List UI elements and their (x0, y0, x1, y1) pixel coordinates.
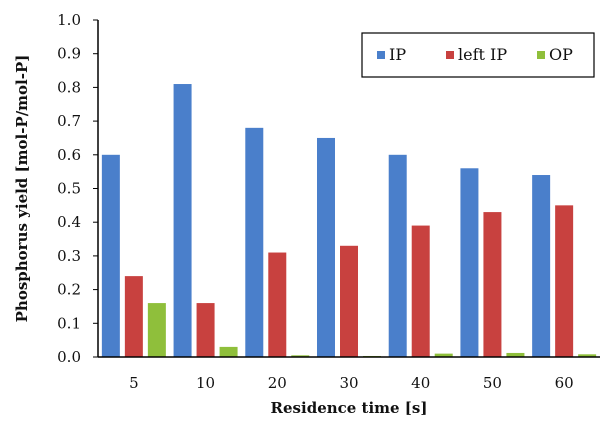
bar-left-ip-10 (196, 303, 215, 357)
legend-swatch (446, 51, 454, 59)
bar-ip-20 (245, 127, 264, 357)
y-tick-label: 0.5 (57, 180, 81, 198)
bar-op-60 (578, 354, 597, 357)
bar-op-20 (291, 355, 310, 357)
bar-ip-60 (532, 175, 551, 357)
bar-left-ip-40 (411, 225, 430, 357)
bar-left-ip-50 (483, 212, 502, 357)
y-tick-label: 0.1 (57, 314, 81, 332)
y-tick-label: 0.9 (57, 45, 81, 63)
bar-ip-40 (388, 154, 407, 357)
legend-swatch (537, 51, 545, 59)
bar-ip-5 (101, 154, 120, 357)
y-axis-ticks: 0.0 0.1 0.2 0.3 0.4 0.5 0.6 0.7 0.8 0.9 1.0 (57, 11, 98, 366)
bar-ip-30 (317, 137, 335, 357)
y-tick-label: 1.0 (57, 11, 81, 29)
x-tick-label: 5 (129, 374, 139, 392)
legend-label: OP (549, 45, 573, 64)
x-tick-label: 20 (268, 374, 287, 392)
bar-ip-50 (460, 168, 479, 357)
legend-box (361, 32, 595, 78)
y-tick-label: 0.2 (57, 281, 81, 299)
bar-op-5 (147, 303, 166, 357)
x-tick-label: 60 (555, 374, 574, 392)
x-tick-label: 30 (339, 374, 358, 392)
y-tick-label: 0.8 (57, 78, 81, 96)
legend-label: IP (389, 45, 406, 64)
x-axis-ticks: 5 10 20 30 40 50 60 (129, 374, 574, 392)
x-tick-label: 10 (196, 374, 215, 392)
bars (101, 84, 597, 357)
x-tick-label: 50 (483, 374, 502, 392)
bar-left-ip-5 (124, 276, 143, 357)
legend: IP left IP OP (361, 32, 595, 78)
y-tick-label: 0.6 (57, 146, 81, 164)
bar-left-ip-20 (268, 252, 287, 357)
bar-ip-10 (173, 84, 192, 357)
y-tick-label: 0.0 (57, 348, 81, 366)
bar-left-ip-60 (555, 205, 574, 357)
legend-swatch (377, 51, 385, 59)
legend-label: left IP (458, 45, 507, 64)
bar-op-40 (434, 353, 453, 357)
x-tick-label: 40 (411, 374, 430, 392)
bar-op-50 (506, 352, 525, 357)
bar-left-ip-30 (340, 245, 358, 357)
y-tick-label: 0.3 (57, 247, 81, 265)
y-tick-label: 0.4 (57, 213, 81, 231)
y-axis-title: Phosphorus yield [mol-P/mol-P] (13, 55, 31, 323)
x-axis-title: Residence time [s] (271, 399, 428, 417)
y-tick-label: 0.7 (57, 112, 81, 130)
bar-op-10 (219, 346, 238, 357)
